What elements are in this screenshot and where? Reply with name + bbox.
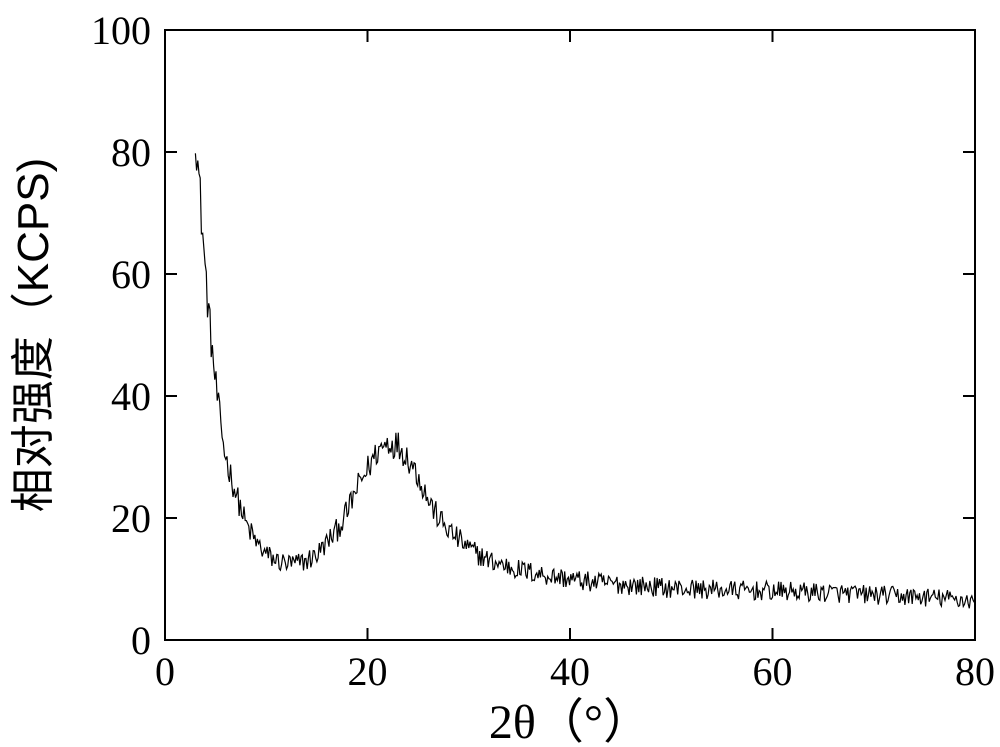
x-tick-label: 40 — [550, 649, 590, 694]
xrd-chart: 0 20 40 60 80 0 20 40 60 80 100 2θ（°） 相对强度（KCPS) — [0, 0, 1000, 747]
y-axis-label: 相对强度（KCPS) — [9, 158, 58, 512]
x-axis-label: 2θ（°） — [489, 696, 651, 747]
y-tick-label: 60 — [111, 252, 151, 297]
y-tick-label: 80 — [111, 130, 151, 175]
x-tick-label: 0 — [155, 649, 175, 694]
y-tick-label: 100 — [91, 8, 151, 53]
x-tick-label: 80 — [955, 649, 995, 694]
xrd-data-line — [195, 153, 974, 608]
y-tick-label: 40 — [111, 374, 151, 419]
x-tick-label: 20 — [348, 649, 388, 694]
y-tick-label: 0 — [131, 618, 151, 663]
y-tick-label: 20 — [111, 496, 151, 541]
x-tick-label: 60 — [753, 649, 793, 694]
chart-svg: 0 20 40 60 80 0 20 40 60 80 100 2θ（°） 相对强度（KCPS) — [0, 0, 1000, 747]
